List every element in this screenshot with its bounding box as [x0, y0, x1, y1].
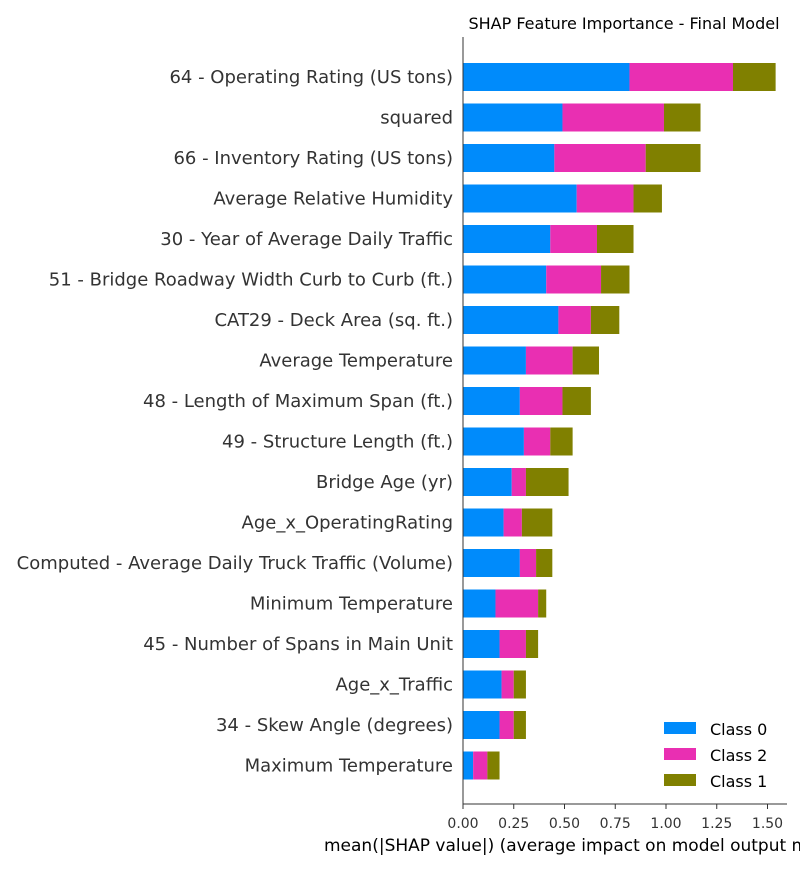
- legend-label: Class 2: [710, 746, 767, 765]
- x-tick-label: 1.25: [701, 816, 732, 832]
- feature-label: squared: [380, 108, 453, 129]
- x-ticks: 0.00 0.25 0.50 0.75 1.00 1.25 1.50: [447, 804, 783, 832]
- chart-title: SHAP Feature Importance - Final Model: [468, 14, 779, 33]
- bar-class-1-0: [732, 63, 776, 91]
- bar-class-0-10: [463, 468, 512, 496]
- bar-class-1-5: [601, 265, 630, 294]
- bar-class-0-0: [463, 63, 630, 91]
- x-tick-label: 0.50: [549, 816, 580, 832]
- feature-labels: 64 - Operating Rating (US tons) squared 66…: [17, 67, 454, 777]
- feature-label: 48 - Length of Maximum Span (ft.): [143, 391, 453, 412]
- x-axis-label: mean(|SHAP value|) (average impact on mo…: [324, 836, 800, 856]
- feature-label: Computed - Average Daily Truck Traffic (…: [17, 553, 453, 574]
- feature-label: 49 - Structure Length (ft.): [222, 432, 453, 453]
- bar-class-1-11: [521, 508, 553, 537]
- bar-class-1-13: [538, 589, 547, 618]
- bar-class-1-8: [562, 387, 591, 415]
- bar-class-2-16: [499, 711, 514, 739]
- x-tick-label: 0.75: [600, 816, 631, 832]
- bar-class-1-7: [572, 346, 600, 375]
- bar-class-1-1: [663, 103, 701, 132]
- feature-label: 64 - Operating Rating (US tons): [169, 67, 453, 88]
- bar-class-2-6: [558, 306, 591, 334]
- bar-class-1-14: [525, 630, 539, 658]
- feature-label: 34 - Skew Angle (degrees): [216, 715, 453, 736]
- bar-class-0-8: [463, 387, 520, 415]
- bar-class-1-4: [596, 225, 634, 253]
- feature-label: 51 - Bridge Roadway Width Curb to Curb (…: [49, 270, 453, 291]
- bar-class-2-5: [546, 265, 602, 294]
- feature-label: Maximum Temperature: [245, 756, 453, 777]
- x-tick-label: 1.00: [650, 816, 681, 832]
- x-tick-label: 0.00: [447, 816, 478, 832]
- bar-class-2-12: [519, 549, 537, 577]
- legend-swatch: [664, 722, 696, 734]
- bar-class-0-7: [463, 346, 526, 375]
- bar-class-0-13: [463, 589, 496, 618]
- bar-class-1-6: [590, 306, 620, 334]
- bar-class-0-6: [463, 306, 559, 334]
- bar-class-1-2: [645, 144, 701, 172]
- bar-class-2-2: [554, 144, 646, 172]
- legend-swatch: [664, 748, 696, 760]
- feature-label: Age_x_Traffic: [335, 675, 453, 696]
- bar-class-2-0: [629, 63, 733, 91]
- bar-class-2-17: [473, 751, 488, 780]
- feature-label: Average Temperature: [259, 351, 453, 372]
- feature-label: Age_x_OperatingRating: [242, 513, 454, 534]
- bar-class-1-17: [487, 751, 500, 780]
- legend-label: Class 1: [710, 772, 767, 791]
- bar-class-0-2: [463, 144, 555, 172]
- bar-class-0-17: [463, 751, 474, 780]
- legend-label: Class 0: [710, 720, 767, 739]
- bars-group: [463, 63, 776, 780]
- bar-class-0-11: [463, 508, 504, 537]
- bar-class-0-15: [463, 670, 502, 699]
- bar-class-2-1: [562, 103, 664, 132]
- feature-label: Bridge Age (yr): [316, 472, 453, 493]
- bar-class-0-1: [463, 103, 563, 132]
- bar-class-1-12: [536, 549, 553, 577]
- feature-label: 66 - Inventory Rating (US tons): [173, 148, 453, 169]
- x-tick-label: 0.25: [498, 816, 529, 832]
- bar-class-2-13: [495, 589, 539, 618]
- bar-class-2-11: [503, 508, 522, 537]
- feature-label: CAT29 - Deck Area (sq. ft.): [214, 310, 453, 331]
- bar-class-0-16: [463, 711, 500, 739]
- bar-class-0-9: [463, 427, 524, 456]
- bar-class-2-7: [525, 346, 573, 375]
- bar-class-1-15: [513, 670, 526, 699]
- bar-class-0-4: [463, 225, 551, 253]
- legend: Class 0 Class 2 Class 1: [664, 720, 767, 791]
- bar-class-0-12: [463, 549, 520, 577]
- bar-class-1-10: [525, 468, 569, 496]
- legend-swatch: [664, 774, 696, 786]
- x-tick-label: 1.50: [752, 816, 783, 832]
- bar-class-2-9: [523, 427, 551, 456]
- feature-label: 30 - Year of Average Daily Traffic: [160, 229, 453, 250]
- bar-class-2-8: [519, 387, 563, 415]
- bar-class-2-15: [501, 670, 514, 699]
- feature-label: Average Relative Humidity: [213, 189, 453, 210]
- bar-class-0-3: [463, 184, 577, 213]
- bar-class-2-3: [576, 184, 634, 213]
- feature-label: Minimum Temperature: [250, 594, 453, 615]
- bar-class-1-16: [513, 711, 526, 739]
- bar-class-1-9: [550, 427, 573, 456]
- bar-class-2-10: [511, 468, 526, 496]
- feature-label: 45 - Number of Spans in Main Unit: [143, 634, 453, 655]
- bar-class-2-14: [499, 630, 526, 658]
- bar-class-0-5: [463, 265, 547, 294]
- bar-class-1-3: [633, 184, 662, 213]
- bar-class-0-14: [463, 630, 500, 658]
- bar-class-2-4: [550, 225, 597, 253]
